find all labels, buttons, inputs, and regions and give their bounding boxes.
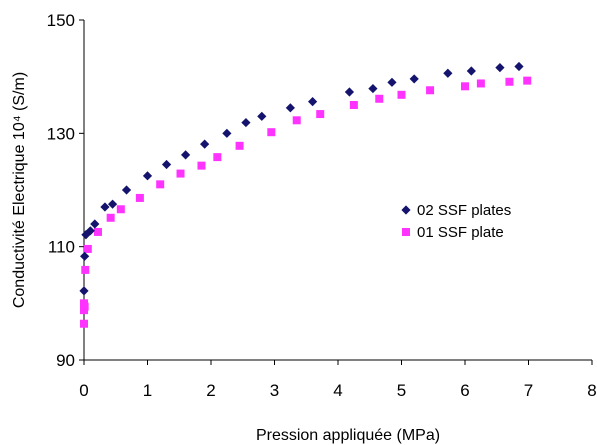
x-tick-label: 7 <box>524 381 533 400</box>
data-point-diamond <box>409 74 419 84</box>
data-point-square <box>476 79 485 88</box>
axes <box>83 20 592 361</box>
data-point-diamond <box>285 103 295 113</box>
legend: 02 SSF plates 01 SSF plate <box>401 202 511 241</box>
data-point-square <box>316 110 325 119</box>
x-tick-label: 3 <box>270 381 279 400</box>
data-point-diamond <box>443 68 453 78</box>
data-point-square <box>80 299 88 308</box>
data-point-diamond <box>495 63 505 73</box>
data-points <box>79 61 532 328</box>
data-point-square <box>156 180 165 189</box>
data-point-diamond <box>107 199 118 209</box>
data-point-square <box>197 161 206 170</box>
data-point-square <box>80 319 88 328</box>
x-tick-label: 0 <box>79 381 88 400</box>
legend-label: 01 SSF plate <box>417 224 504 241</box>
x-tick-label: 6 <box>460 381 469 400</box>
data-point-square <box>135 193 144 202</box>
legend-marker-diamond <box>401 205 411 215</box>
legend-label: 02 SSF plates <box>417 202 511 219</box>
data-point-square <box>83 244 92 253</box>
data-point-square <box>349 101 358 109</box>
x-tick-label: 1 <box>143 381 152 400</box>
data-point-diamond <box>387 77 397 87</box>
y-tick-label: 130 <box>47 124 75 143</box>
data-point-square <box>81 265 90 274</box>
data-point-square <box>93 227 102 236</box>
data-point-diamond <box>344 87 355 97</box>
data-point-diamond <box>100 202 110 212</box>
data-point-diamond <box>121 185 132 195</box>
data-point-diamond <box>80 251 90 261</box>
y-tick-label: 90 <box>56 351 75 370</box>
data-point-diamond <box>79 286 89 296</box>
data-point-diamond <box>200 139 210 149</box>
data-point-diamond <box>257 111 267 121</box>
data-point-square <box>235 141 244 150</box>
data-point-square <box>397 90 406 99</box>
x-tick-label: 8 <box>587 381 596 400</box>
y-axis-title: Conductivité Electrique 10⁴ (S/m) <box>11 72 28 308</box>
data-point-diamond <box>142 171 153 181</box>
data-point-square <box>523 76 532 85</box>
data-point-square <box>292 116 301 125</box>
x-tick-label: 4 <box>333 381 342 400</box>
data-point-diamond <box>90 219 100 229</box>
data-point-square <box>375 94 384 103</box>
data-point-square <box>176 169 185 178</box>
series-group <box>79 61 524 296</box>
data-point-diamond <box>181 150 191 160</box>
x-tick-label: 5 <box>397 381 406 400</box>
x-axis-title: Pression appliquée (MPa) <box>256 427 440 444</box>
legend-marker-square <box>402 228 410 236</box>
y-tick-label: 110 <box>48 238 75 257</box>
data-point-square <box>461 82 469 91</box>
data-point-diamond <box>85 226 95 236</box>
data-point-diamond <box>368 83 378 94</box>
data-point-square <box>116 205 125 214</box>
data-point-diamond <box>222 128 232 138</box>
data-point-diamond <box>466 66 476 76</box>
data-point-diamond <box>308 97 318 107</box>
data-point-square <box>106 213 115 222</box>
y-tick-label: 150 <box>47 11 75 30</box>
data-point-diamond <box>241 117 251 128</box>
x-tick-label: 2 <box>206 381 215 400</box>
data-point-square <box>213 153 222 162</box>
series-group <box>80 76 532 328</box>
data-point-square <box>267 128 276 137</box>
data-point-diamond <box>161 159 172 170</box>
data-point-square <box>505 77 514 86</box>
data-point-square <box>426 86 435 95</box>
axis-ticks: 0 1 2 3 4 5 6 7 8 90 110 130 150 <box>47 11 597 400</box>
data-point-diamond <box>514 61 524 72</box>
